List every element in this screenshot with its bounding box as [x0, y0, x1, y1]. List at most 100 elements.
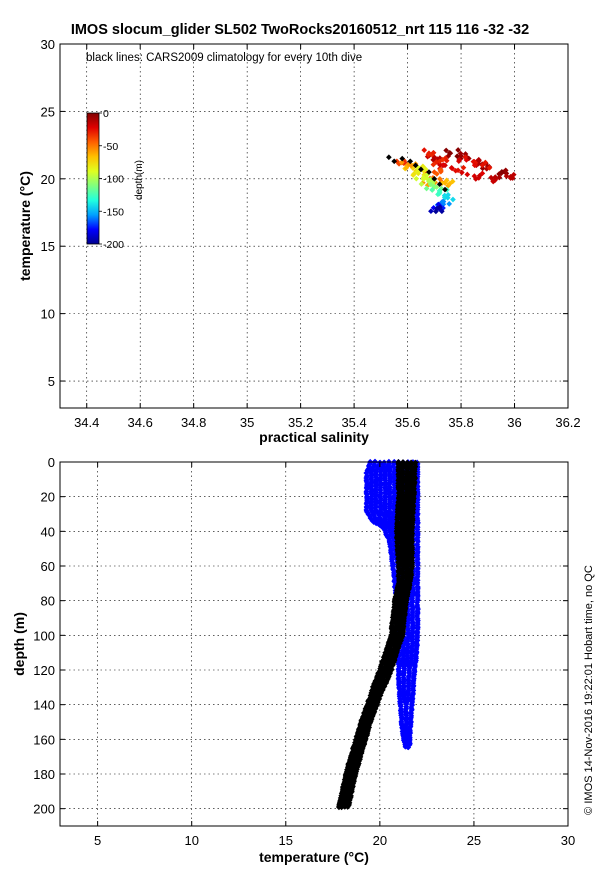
ts-x-tick-label: 34.8 — [181, 415, 206, 430]
ts-point — [462, 154, 469, 160]
ts-climatology-point — [386, 154, 392, 161]
profile-y-tick-label: 80 — [41, 594, 55, 609]
ts-point — [496, 171, 502, 177]
profile-x-tick-label: 10 — [184, 833, 198, 848]
ts-point — [482, 159, 489, 166]
ts-point — [503, 173, 510, 179]
ts-point — [479, 162, 486, 169]
ts-point — [446, 150, 453, 156]
profile-x-tick-label: 15 — [279, 833, 293, 848]
ts-diagram-panel: 34.4 34.6 34.8 35 35.2 35.4 35.6 35.8 36 36.2 5 10… — [17, 37, 581, 445]
profile-x-tick-labels: 5 10 15 20 25 30 — [94, 462, 575, 848]
ts-point — [438, 167, 444, 173]
profile-y-tick-label: 0 — [48, 455, 55, 470]
ts-point — [492, 174, 499, 180]
ts-grid — [60, 44, 568, 408]
ts-point — [446, 180, 453, 187]
ts-point — [490, 178, 497, 185]
ts-point — [420, 176, 427, 183]
ts-climatology-point — [407, 158, 414, 165]
ts-point — [422, 166, 429, 173]
ts-point — [430, 161, 437, 168]
profile-observation-point — [405, 744, 412, 751]
ts-point — [433, 184, 440, 190]
profile-climatology-points — [335, 458, 419, 811]
ts-point — [437, 162, 443, 168]
profile-grid — [60, 462, 568, 826]
ts-point — [456, 156, 463, 163]
ts-point — [460, 164, 467, 171]
ts-point — [410, 172, 417, 178]
ts-climatology-point — [426, 169, 432, 175]
colorbar-tick-label: 0 — [103, 108, 109, 120]
ts-y-axis-label: temperature (°C) — [17, 171, 33, 281]
colorbar-bar — [86, 112, 100, 245]
ts-annotation: black lines: CARS2009 climatology for ev… — [86, 52, 362, 64]
profile-x-tick-label: 30 — [561, 833, 575, 848]
ts-point — [507, 173, 514, 180]
ts-point — [429, 187, 435, 193]
ts-point — [448, 165, 455, 171]
ts-point — [440, 198, 447, 205]
profile-x-tick-label: 20 — [373, 833, 387, 848]
ts-point — [472, 176, 479, 182]
ts-point — [455, 147, 461, 153]
ts-point — [457, 150, 464, 157]
ts-point — [428, 208, 434, 215]
ts-point — [440, 162, 447, 168]
ts-y-tick-label: 10 — [41, 307, 55, 322]
ts-point — [488, 174, 494, 181]
ts-x-axis-label: practical salinity — [259, 429, 369, 445]
profile-y-tick-label: 40 — [41, 524, 55, 539]
ts-climatology-point — [431, 175, 438, 182]
ts-point — [441, 192, 448, 199]
ts-x-tick-label: 35.2 — [288, 415, 313, 430]
profile-y-tick-label: 180 — [33, 767, 55, 782]
ts-point — [459, 169, 465, 176]
ts-point — [486, 164, 493, 171]
colorbar-tick-label: -50 — [103, 141, 118, 153]
ts-point — [430, 150, 437, 156]
ts-point — [423, 185, 430, 192]
ts-point — [398, 159, 405, 166]
ts-point — [464, 171, 471, 178]
profile-x-tick-label: 25 — [467, 833, 481, 848]
ts-point — [471, 162, 478, 169]
ts-point — [425, 151, 432, 158]
colorbar-tick-labels: 0 -50 -100 -150 -200 — [99, 108, 124, 251]
profile-y-tick-label: 160 — [33, 732, 55, 747]
profile-y-tick-label: 120 — [33, 663, 55, 678]
profile-x-axis-label: temperature (°C) — [259, 849, 369, 865]
ts-point — [434, 171, 440, 177]
ts-x-tick-label: 35.4 — [341, 415, 366, 430]
footer-credit: © IMOS 14-Nov-2016 19:22:01 Hobart time,… — [583, 565, 595, 815]
ts-climatology-point — [399, 155, 406, 162]
ts-y-tick-label: 20 — [41, 172, 55, 187]
profile-y-tick-label: 200 — [33, 802, 55, 817]
profile-y-tick-labels: 0 20 40 60 80 100 120 140 160 180 200 — [33, 455, 568, 817]
colorbar-tick-label: -100 — [103, 174, 124, 186]
ts-y-tick-label: 5 — [48, 374, 55, 389]
ts-point — [479, 170, 486, 177]
ts-x-tick-label: 35.6 — [395, 415, 420, 430]
ts-point — [446, 201, 453, 207]
depth-profile-panel: 5 10 15 20 25 30 020406080100120140160180200 … — [11, 455, 575, 865]
profile-axes-frame — [59, 461, 569, 827]
ts-x-tick-label: 34.4 — [74, 415, 99, 430]
profile-y-tick-label: 20 — [41, 490, 55, 505]
ts-point — [408, 162, 415, 169]
ts-point — [437, 207, 444, 213]
ts-climatology-point — [412, 162, 419, 169]
ts-data-points — [394, 147, 517, 215]
ts-point — [436, 187, 443, 194]
ts-climatology-point — [391, 158, 398, 165]
ts-y-tick-label: 25 — [41, 104, 55, 119]
ts-point — [427, 181, 434, 188]
ts-point — [450, 196, 456, 203]
ts-x-tick-label: 35.8 — [448, 415, 473, 430]
colorbar-label: depth(m) — [134, 160, 145, 200]
ts-point — [421, 147, 428, 153]
ts-point — [413, 175, 420, 182]
profile-y-tick-label: 140 — [33, 698, 55, 713]
ts-point — [433, 208, 439, 215]
